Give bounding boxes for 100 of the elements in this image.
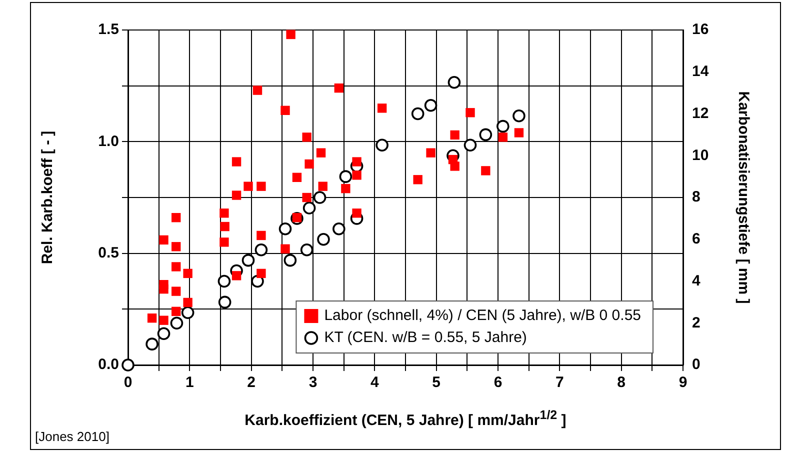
point	[450, 162, 460, 171]
point	[300, 243, 314, 256]
point	[352, 208, 362, 218]
point	[376, 138, 388, 152]
point	[512, 109, 526, 122]
point	[159, 316, 168, 325]
y-axis-title: Rel. Karb.koeff [ - ]	[39, 130, 56, 264]
point	[280, 106, 290, 115]
legend-label: KT (CEN. w/B = 0.55, 5 Jahre)	[324, 329, 527, 346]
point	[352, 170, 362, 180]
point	[464, 138, 477, 152]
point	[339, 170, 352, 183]
point	[172, 213, 181, 222]
point	[377, 104, 387, 113]
y-tick-label: 0.0	[98, 356, 119, 374]
y2-tick-label: 16	[692, 21, 709, 38]
y2-tick-label: 0	[692, 356, 700, 374]
point	[302, 202, 316, 214]
y-tick-label: 1.5	[98, 21, 119, 38]
point	[256, 230, 266, 240]
x-tick-label: 9	[678, 374, 688, 392]
point	[242, 254, 255, 267]
point	[220, 238, 229, 247]
point	[172, 286, 181, 296]
point	[147, 314, 157, 323]
point	[280, 244, 290, 254]
point	[341, 184, 350, 194]
point	[481, 166, 490, 176]
point	[256, 268, 266, 278]
point	[450, 130, 460, 140]
x-tick-label: 4	[370, 374, 380, 392]
y2-tick-label: 2	[692, 314, 700, 332]
point	[292, 172, 302, 182]
point	[318, 182, 328, 191]
point	[232, 157, 242, 166]
point	[302, 132, 312, 142]
point	[254, 243, 268, 256]
y2-tick-label: 14	[692, 63, 710, 80]
point	[426, 148, 436, 158]
x-tick-label: 5	[432, 374, 441, 392]
point	[157, 327, 170, 340]
x-tick-label: 1	[185, 374, 194, 392]
legend-label: Labor (schnell, 4%) / CEN (5 Jahre), w/B 0 0.55	[324, 307, 642, 324]
point	[424, 98, 438, 112]
point	[172, 306, 181, 316]
x-tick-label: 7	[555, 374, 564, 392]
point	[284, 254, 297, 267]
point	[183, 298, 192, 308]
y2-tick-label: 12	[692, 104, 709, 122]
point	[466, 108, 475, 118]
y2-axis-title: Karbonatisierungstiefe [ mm ]	[734, 91, 752, 304]
x-tick-label: 3	[308, 374, 318, 392]
x-axis-title: Karb.koeffizient (CEN, 5 Jahre) [ mm/Jahr$^{1/2}$ ]	[244, 408, 568, 429]
point	[218, 274, 231, 288]
point	[232, 190, 242, 200]
point	[304, 159, 314, 169]
point	[183, 268, 192, 278]
point	[218, 296, 232, 309]
y2-tick-label: 10	[692, 146, 709, 164]
point	[172, 262, 181, 272]
x-tick-label: 8	[617, 374, 626, 392]
point	[159, 235, 168, 245]
point	[302, 192, 312, 202]
point	[252, 86, 262, 95]
y2-tick-label: 8	[692, 188, 700, 206]
point	[411, 107, 424, 120]
point	[292, 213, 302, 222]
point	[159, 284, 168, 294]
point	[413, 175, 422, 184]
point	[316, 148, 326, 158]
y2-tick-label: 4	[692, 272, 701, 290]
point	[122, 358, 134, 372]
point	[220, 222, 230, 232]
x-tick-label: 0	[124, 374, 132, 392]
y2-tick-label: 6	[692, 230, 700, 248]
y-tick-label: 0.5	[98, 244, 119, 262]
point	[334, 83, 344, 93]
point	[278, 222, 292, 236]
point	[181, 306, 194, 320]
point	[498, 132, 508, 142]
point	[146, 338, 158, 350]
point	[172, 242, 181, 252]
point	[244, 182, 253, 191]
point	[286, 30, 296, 40]
text: [Jones 2010]	[35, 429, 110, 444]
point	[514, 128, 524, 138]
x-tick-label: 2	[247, 374, 256, 392]
x-tick-label: 6	[494, 374, 502, 392]
point	[232, 271, 242, 280]
point	[256, 182, 266, 191]
point	[170, 316, 184, 330]
point	[352, 157, 362, 166]
point	[317, 232, 330, 246]
point	[332, 222, 346, 236]
y-tick-label: 1.0	[98, 132, 119, 150]
point	[313, 191, 326, 204]
point	[496, 120, 510, 133]
point	[448, 76, 461, 89]
point	[479, 128, 492, 142]
point	[220, 208, 229, 218]
